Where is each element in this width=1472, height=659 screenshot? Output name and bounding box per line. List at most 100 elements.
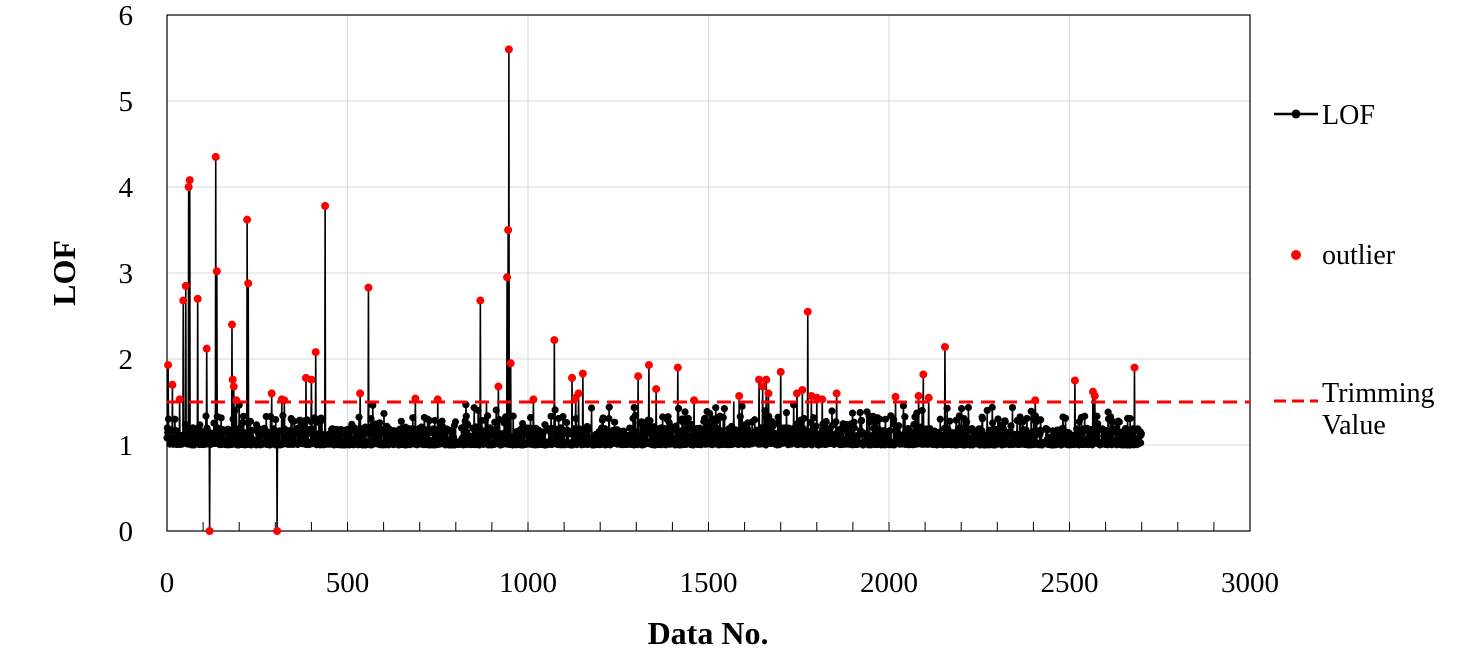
outlier-point — [356, 389, 365, 398]
outlier-point — [273, 527, 282, 535]
legend-entry-lof: LOF — [1274, 100, 1375, 131]
outlier-point — [919, 370, 928, 379]
lof-point — [994, 427, 1002, 435]
outlier-point — [940, 342, 949, 351]
outlier-point — [229, 382, 238, 391]
legend-trimming-label-line2: Value — [1322, 410, 1386, 441]
x-tick-label: 1500 — [680, 567, 738, 599]
lof-point — [684, 414, 692, 422]
lof-point — [164, 415, 173, 423]
lof-point — [681, 408, 689, 416]
lof-point — [464, 420, 472, 428]
outlier-point — [164, 361, 173, 370]
lof-point — [361, 423, 369, 431]
outlier-point — [504, 45, 513, 54]
outlier-point — [652, 385, 661, 394]
lof-point — [630, 403, 638, 412]
lof-point — [910, 421, 918, 429]
x-axis-title: Data No. — [648, 615, 769, 651]
outlier-point — [181, 281, 190, 290]
y-tick-label: 4 — [119, 172, 134, 204]
lof-point — [1137, 439, 1145, 447]
lof-point — [563, 418, 571, 427]
legend: LOF outlier Trimming Value — [1274, 100, 1442, 441]
lof-point — [856, 408, 864, 417]
outlier-point — [202, 344, 211, 353]
y-tick-label: 0 — [119, 516, 134, 548]
lof-point — [899, 402, 908, 410]
outlier-point — [211, 152, 220, 161]
outlier-point — [803, 307, 812, 316]
lof-point — [502, 413, 510, 421]
outlier-point — [476, 296, 485, 305]
y-tick-label: 5 — [119, 86, 134, 118]
lof-point — [876, 415, 884, 423]
lof-point — [800, 414, 808, 422]
lof-point — [587, 404, 596, 412]
legend-outlier-label: outlier — [1322, 240, 1396, 271]
lof-point — [812, 422, 820, 430]
lof-point — [832, 418, 840, 426]
outlier-point — [228, 375, 237, 384]
lof-point — [275, 427, 283, 435]
outlier-point — [574, 389, 583, 398]
lof-point — [431, 416, 439, 425]
lof-point — [318, 416, 326, 424]
outlier-point — [364, 283, 373, 292]
lof-point — [631, 411, 640, 419]
lof-point — [913, 409, 921, 417]
lof-point — [850, 418, 858, 426]
outlier-point — [818, 395, 827, 404]
outlier-point — [755, 375, 764, 384]
lof-point — [895, 422, 903, 430]
lof-point — [539, 428, 548, 436]
outlier-point — [550, 336, 559, 345]
lof-point — [1061, 414, 1070, 422]
lof-point — [425, 416, 434, 425]
x-tick-label: 1000 — [499, 567, 557, 599]
gridlines — [167, 15, 1250, 531]
outlier-point — [168, 380, 177, 389]
x-tick-label: 500 — [326, 567, 370, 599]
lof-point — [451, 418, 460, 426]
lof-point — [509, 412, 517, 420]
outlier-point — [914, 391, 923, 400]
lof-point — [1126, 414, 1134, 423]
outlier-point — [735, 391, 744, 400]
lof-point — [822, 417, 830, 426]
lof-point — [500, 419, 508, 427]
lof-point — [474, 406, 482, 415]
outlier-point — [311, 348, 320, 357]
outlier-point — [184, 183, 193, 191]
lof-point — [989, 419, 997, 427]
outlier-point — [1090, 391, 1099, 400]
outlier-point — [494, 382, 503, 391]
lof-point — [988, 403, 996, 411]
y-tick-label: 1 — [119, 430, 134, 462]
outlier-point — [1070, 376, 1079, 385]
outlier-point — [267, 389, 276, 398]
lof-point — [397, 417, 405, 425]
outlier-point — [244, 279, 253, 288]
lof-point — [438, 417, 446, 425]
outlier-point — [673, 363, 682, 372]
legend-trimming-label: Trimming Value — [1322, 378, 1442, 441]
outlier-point — [307, 375, 316, 384]
lof-point — [355, 413, 363, 421]
outlier-point — [504, 226, 513, 234]
lof-point — [279, 411, 287, 420]
lof-point — [171, 415, 179, 423]
outlier-point — [503, 273, 512, 282]
lof-point — [837, 429, 845, 437]
x-tick-label: 3000 — [1221, 567, 1279, 599]
lof-point — [955, 424, 963, 432]
lof-point — [1027, 407, 1035, 415]
lof-point — [202, 412, 210, 420]
lof-point — [1031, 412, 1040, 420]
lof-point — [1001, 417, 1009, 426]
lof-point — [705, 409, 714, 418]
lof-point — [196, 421, 204, 429]
outlier-point — [634, 372, 643, 381]
lof-point — [774, 413, 782, 421]
lof-point — [963, 418, 971, 426]
